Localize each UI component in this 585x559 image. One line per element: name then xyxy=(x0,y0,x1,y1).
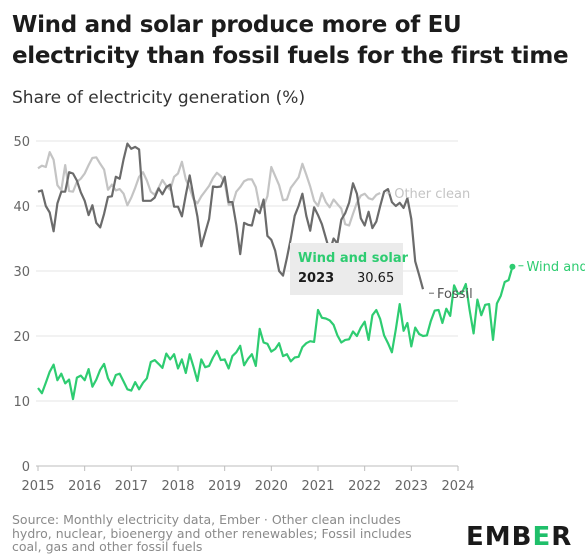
series-end-labels: Other clean Fossil Wind and solar xyxy=(386,187,585,302)
x-tick-label: 2018 xyxy=(161,479,194,494)
grid-lines xyxy=(36,140,458,467)
x-tick-label: 2017 xyxy=(115,479,148,494)
x-tick-label: 2021 xyxy=(301,479,334,494)
tooltip-year: 2023 xyxy=(298,271,334,286)
y-tick-label: 20 xyxy=(13,330,30,345)
x-tick-label: 2015 xyxy=(21,479,54,494)
x-axis-ticks: 2015 2016 2017 2018 2019 2020 2021 2022 2023 2024 xyxy=(21,466,475,494)
x-tick-label: 2016 xyxy=(68,479,101,494)
series-line-other-clean xyxy=(37,151,381,227)
tooltip-focus-point xyxy=(509,263,516,270)
y-tick-label: 40 xyxy=(13,200,30,215)
chart-subtitle: Share of electricity generation (%) xyxy=(12,88,306,108)
y-tick-label: 10 xyxy=(13,395,30,410)
x-tick-label: 2024 xyxy=(441,479,474,494)
series-line-fossil xyxy=(37,142,425,290)
x-tick-label: 2022 xyxy=(348,479,381,494)
series-line-wind-and-solar xyxy=(37,266,514,401)
hover-tooltip: Wind and solar 2023 30.65 xyxy=(290,243,409,295)
line-chart: 0 10 20 30 40 50 2015 2016 2017 2018 2019 2020 2021… xyxy=(13,135,585,494)
y-axis-ticks: 0 10 20 30 40 50 xyxy=(13,135,30,475)
y-tick-label: 0 xyxy=(22,460,30,475)
source-note: Source: Monthly electricity data, Ember … xyxy=(12,512,412,554)
x-tick-label: 2020 xyxy=(255,479,288,494)
y-tick-label: 30 xyxy=(13,265,30,280)
series-end-label: Fossil xyxy=(437,287,473,302)
series-lines xyxy=(37,142,514,401)
x-tick-label: 2023 xyxy=(395,479,428,494)
x-tick-label: 2019 xyxy=(208,479,241,494)
series-end-label: Wind and solar xyxy=(526,260,585,275)
y-tick-label: 50 xyxy=(13,135,30,150)
tooltip-series-name: Wind and solar xyxy=(298,251,409,266)
series-end-label: Other clean xyxy=(394,187,470,202)
tooltip-background xyxy=(290,243,403,295)
tooltip-value: 30.65 xyxy=(357,271,394,286)
chart-title: Wind and solar produce more of EU electr… xyxy=(12,12,569,69)
ember-logo: EMBER xyxy=(466,522,573,552)
